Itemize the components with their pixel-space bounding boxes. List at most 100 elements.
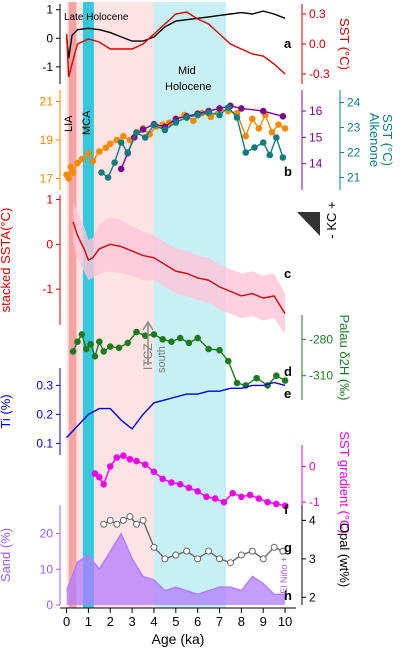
panel-e-tick-label: 0.2 — [36, 407, 53, 421]
band-mca — [82, 2, 94, 608]
panel-b-point — [124, 149, 132, 156]
panel-b-axis-title: SST (°C) — [380, 114, 395, 166]
panel-g-point — [126, 513, 134, 521]
panel-b-point — [279, 154, 287, 161]
panel-g-point — [106, 516, 114, 524]
panel-b-point — [65, 175, 73, 182]
panel-d-point — [133, 328, 140, 336]
panel-e-tick-label: 0.1 — [36, 436, 53, 450]
panel-d-series-0-line — [72, 331, 286, 387]
late-holocene-label: Late Holocene — [64, 12, 129, 23]
panel-b-tick-label: 24 — [347, 96, 361, 110]
panel-b-point — [85, 150, 92, 157]
panel-g-point — [150, 543, 158, 551]
panel-g-point — [279, 547, 287, 555]
panel-d-point — [69, 348, 77, 355]
panel-f-axis-title: SST gradient (°C) — [337, 431, 352, 534]
x-tick-label: 1 — [85, 614, 92, 629]
panel-b-point — [268, 129, 276, 136]
panel-f-point — [168, 479, 175, 486]
panel-b-point — [194, 111, 201, 119]
panel-f-point — [126, 455, 134, 463]
panel-g-point — [161, 555, 169, 563]
panel-b-tick-label: 21 — [40, 95, 54, 109]
panel-f-point — [264, 498, 271, 506]
panel-f-point — [220, 498, 228, 506]
panel-f-point — [281, 502, 289, 510]
panel-g-point — [100, 520, 108, 528]
panel-d-point — [168, 338, 175, 346]
panel-d-point — [91, 352, 99, 360]
panel-f-tick-label: -1 — [309, 495, 320, 509]
panel-label-d: d — [284, 364, 292, 379]
panel-b-tick-label: 16 — [309, 104, 323, 118]
panel-f-point — [100, 480, 108, 488]
panel-g-point — [172, 551, 180, 559]
panel-b-point — [279, 113, 287, 120]
panel-g-point — [139, 516, 147, 524]
panel-b-tick-label: 14 — [309, 157, 323, 171]
panel-b-point — [89, 157, 97, 165]
panel-b-point — [242, 132, 250, 140]
panel-c-axis-title: stacked SSTA(°C) — [0, 208, 13, 313]
series-layer — [63, 10, 289, 605]
mid-label: Mid — [178, 65, 196, 77]
panel-a-series-0-line — [65, 10, 286, 59]
panel-label-e: e — [284, 386, 291, 401]
panel-f-point — [185, 484, 193, 492]
panel-g-axis-title: Opal (wt%) — [337, 523, 352, 587]
panel-d-point — [78, 331, 86, 338]
panel-f-point — [120, 452, 127, 460]
panel-b-tick-label: 17 — [40, 171, 54, 185]
panel-d-point — [185, 339, 193, 347]
panel-b-point — [172, 119, 180, 126]
panel-f-point — [211, 495, 219, 502]
x-tick-label: 8 — [238, 614, 245, 629]
panel-d-point — [82, 345, 90, 353]
panel-f-point — [91, 470, 99, 477]
panel-e-series-0-line — [66, 381, 286, 439]
panel-b-point — [139, 126, 147, 133]
panel-b-point — [117, 139, 125, 146]
panel-b-point — [248, 115, 256, 123]
panel-d-tick-label: -310 — [309, 369, 333, 383]
panel-d-point — [74, 338, 81, 346]
panel-label-g: g — [284, 540, 292, 555]
panel-label-b: b — [284, 164, 292, 179]
panel-f-point — [106, 463, 114, 470]
panel-h-tick-label: 0 — [46, 598, 53, 612]
panel-g-tick-label: 2 — [309, 590, 316, 604]
panel-h-axis-title: Sand (%) — [0, 528, 13, 582]
panel-b-point — [238, 105, 245, 112]
x-tick-label: 7 — [216, 614, 223, 629]
panel-b-point — [224, 104, 232, 111]
band-lia — [68, 2, 77, 608]
panel-label-a: a — [284, 36, 292, 51]
panel-d-point — [205, 345, 212, 353]
panel-d-point — [233, 379, 241, 387]
panel-f-point — [113, 454, 121, 461]
panel-b-point — [67, 163, 75, 171]
panel-g-tick-label: 4 — [309, 513, 316, 527]
panel-b-point — [69, 169, 77, 176]
panel-f-point — [176, 480, 184, 488]
panel-f-point — [159, 475, 167, 483]
panel-b-point — [189, 117, 197, 125]
panel-g-point — [216, 555, 224, 563]
panel-b-point — [216, 111, 223, 119]
panel-a-tick-label: -0.3 — [309, 67, 330, 81]
panel-d-axis-title: Palau δ2H (‰) — [337, 315, 352, 401]
panel-d-point — [96, 338, 103, 346]
panel-b-point — [259, 139, 267, 146]
x-tick-label: 4 — [150, 614, 157, 629]
panel-label-c: c — [284, 266, 291, 281]
panel-g-tick-label: 3 — [309, 552, 316, 566]
panel-d-point — [100, 348, 108, 355]
panel-g-point — [248, 547, 256, 555]
panel-d-point — [281, 377, 289, 384]
panel-b-point — [104, 174, 112, 181]
panel-b-point — [255, 125, 263, 132]
panel-d-point — [159, 335, 167, 343]
panel-b-point — [161, 126, 169, 134]
